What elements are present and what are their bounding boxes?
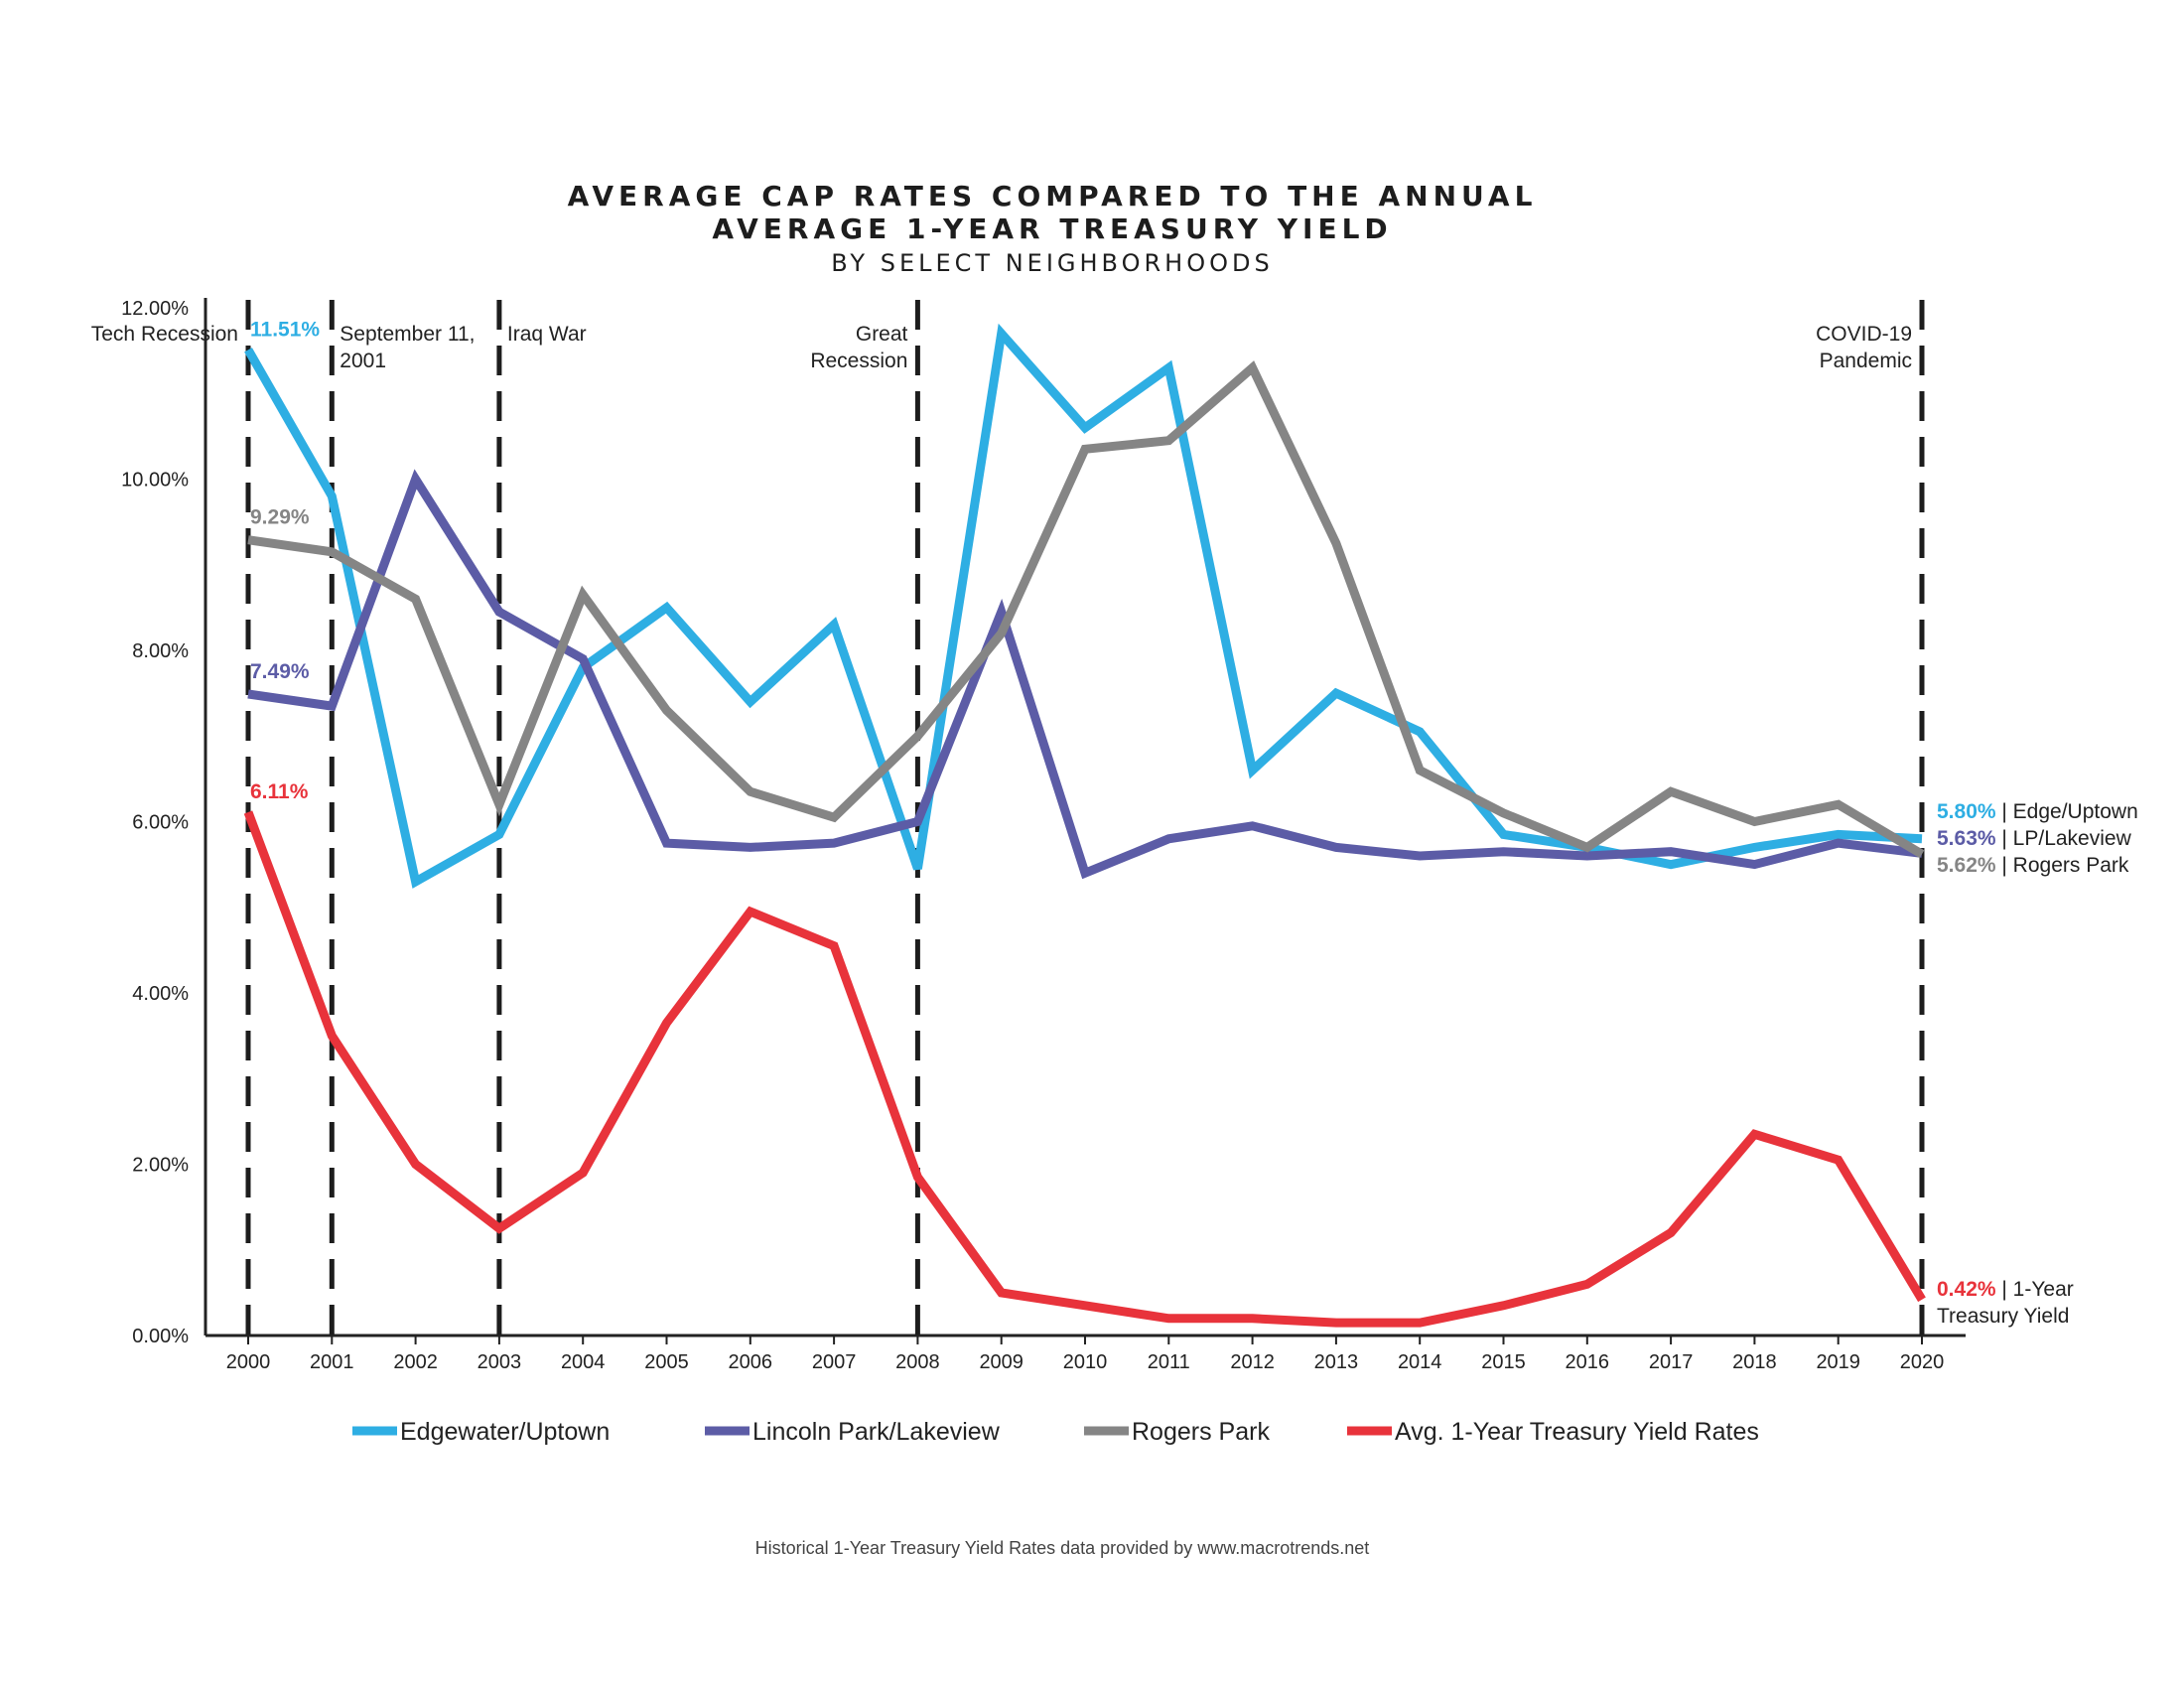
end-label-name: | Edge/Uptown xyxy=(1996,800,2138,823)
end-label-value: 0.42% xyxy=(1937,1278,1996,1301)
y-tick-label: 10.00% xyxy=(121,470,189,492)
start-label-lincoln: 7.49% xyxy=(250,660,310,683)
x-tick-label: 2005 xyxy=(644,1351,689,1373)
event-label-2000: Tech Recession xyxy=(91,323,238,346)
x-tick-label: 2009 xyxy=(979,1351,1024,1373)
data-labels: 11.51% 9.29% 7.49% 6.11% 5.80% | Edge/Uptown… xyxy=(250,318,2138,1328)
start-label-edgewater: 11.51% xyxy=(250,318,320,341)
event-label-2001: 2001 xyxy=(340,350,386,372)
x-tick-label: 2006 xyxy=(729,1351,773,1373)
x-tick-label: 2002 xyxy=(393,1351,438,1373)
x-tick-label: 2012 xyxy=(1230,1351,1275,1373)
event-label-2008: Great xyxy=(856,323,908,346)
chart-subtitle: BY SELECT NEIGHBORHOODS xyxy=(831,249,1273,277)
end-label-treasury: 0.42% | 1-Year xyxy=(1937,1278,2074,1301)
series-line-lincoln xyxy=(247,469,1923,880)
event-markers: Tech Recession September 11, 2001 Iraq War G… xyxy=(91,300,1925,1336)
x-tick-label: 2015 xyxy=(1481,1351,1526,1373)
event-label-2003: Iraq War xyxy=(507,323,587,346)
start-label-treasury: 6.11% xyxy=(250,780,309,803)
chart-title-line-1: AVERAGE CAP RATES COMPARED TO THE ANNUAL xyxy=(568,180,1538,212)
end-label-lincoln: 5.63% | LP/Lakeview xyxy=(1937,827,2132,850)
chart-legend: Edgewater/Uptown Lincoln Park/Lakeview Rog… xyxy=(352,1418,1759,1446)
legend-label-treasury: Avg. 1-Year Treasury Yield Rates xyxy=(1395,1418,1759,1446)
x-tick-label: 2017 xyxy=(1649,1351,1694,1373)
end-label-name: | LP/Lakeview xyxy=(1996,827,2132,850)
end-label-value: 5.62% xyxy=(1937,854,1996,877)
y-tick-label: 4.00% xyxy=(132,983,189,1005)
x-tick-label: 2001 xyxy=(310,1351,354,1373)
y-tick-label: 0.00% xyxy=(132,1326,189,1347)
end-label-name: | Rogers Park xyxy=(1996,854,2129,877)
y-tick-label: 2.00% xyxy=(132,1155,189,1177)
y-tick-label: 12.00% xyxy=(121,298,189,320)
x-tick-label: 2019 xyxy=(1816,1351,1860,1373)
x-tick-label: 2011 xyxy=(1148,1351,1190,1373)
end-label-rogers: 5.62% | Rogers Park xyxy=(1937,854,2129,877)
legend-label-rogers: Rogers Park xyxy=(1132,1418,1270,1446)
event-label-2008: Recession xyxy=(810,350,907,372)
start-label-rogers: 9.29% xyxy=(250,506,310,529)
chart-title-line-2: AVERAGE 1-YEAR TREASURY YIELD xyxy=(712,212,1392,245)
source-note: Historical 1-Year Treasury Yield Rates d… xyxy=(755,1538,1370,1558)
event-label-2001: September 11, xyxy=(340,323,475,346)
x-tick-label: 2004 xyxy=(561,1351,606,1373)
y-tick-label: 6.00% xyxy=(132,812,189,834)
legend-label-lincoln: Lincoln Park/Lakeview xyxy=(752,1418,1001,1446)
x-tick-label: 2016 xyxy=(1566,1351,1610,1373)
end-label-treasury-line2: Treasury Yield xyxy=(1937,1305,2069,1328)
x-tick-label: 2007 xyxy=(812,1351,857,1373)
series-line-edgewater xyxy=(244,323,1923,889)
y-tick-label: 8.00% xyxy=(132,640,189,662)
end-label-name: | 1-Year xyxy=(1996,1278,2074,1301)
x-tick-label: 2013 xyxy=(1314,1351,1359,1373)
chart-axes: 0.00% 2.00% 4.00% 6.00% 8.00% 10.00% 12.00% 200… xyxy=(121,298,1966,1373)
end-label-value: 5.63% xyxy=(1937,827,1996,850)
event-label-2020: COVID-19 xyxy=(1816,323,1912,346)
x-tick-label: 2003 xyxy=(478,1351,522,1373)
legend-label-edgewater: Edgewater/Uptown xyxy=(400,1418,610,1446)
series-line-treasury xyxy=(243,810,1926,1328)
x-tick-label: 2000 xyxy=(226,1351,271,1373)
x-tick-label: 2014 xyxy=(1398,1351,1442,1373)
series-line-rogers xyxy=(247,360,1925,859)
end-label-edgewater: 5.80% | Edge/Uptown xyxy=(1937,800,2138,823)
event-label-2020: Pandemic xyxy=(1820,350,1912,372)
x-tick-label: 2020 xyxy=(1900,1351,1945,1373)
x-tick-label: 2010 xyxy=(1063,1351,1108,1373)
x-tick-label: 2018 xyxy=(1732,1351,1777,1373)
end-label-value: 5.80% xyxy=(1937,800,1996,823)
x-tick-label: 2008 xyxy=(895,1351,940,1373)
chart-series xyxy=(243,323,1926,1328)
